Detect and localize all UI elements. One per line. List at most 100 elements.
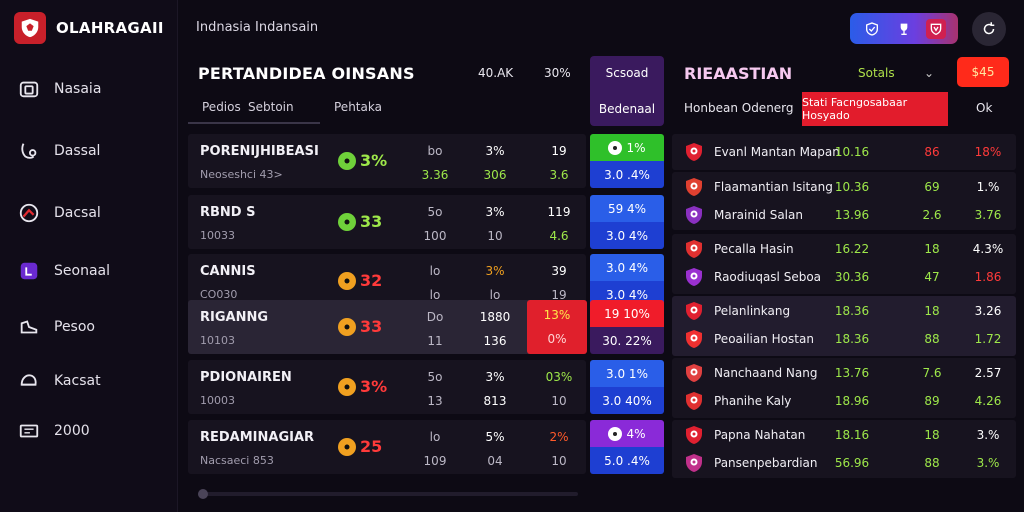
odds-cell[interactable]: 59 4% 3.0 4% (590, 195, 664, 249)
sidebar-item-5[interactable]: Pesoo (18, 312, 168, 342)
scrollbar-handle[interactable] (198, 489, 208, 499)
standings-ok-label[interactable]: Ok (976, 101, 993, 115)
team-crest-icon (684, 425, 704, 445)
odds-bottom: 3.0 .4% (590, 161, 664, 188)
match-stat: 10 (551, 454, 567, 468)
odds-top: 4% (590, 420, 664, 447)
highlight-bottom: 0% (547, 332, 567, 346)
team-crest-icon (684, 205, 704, 225)
match-row[interactable]: PORENIJHIBEASI Neoseshci 43> 3% bo 3% 19 3.36 3… (188, 134, 586, 188)
tab-sebtoin[interactable]: Sebtoin (248, 100, 294, 114)
team-crest-icon (684, 267, 704, 287)
team-stat: 16.22 (834, 242, 870, 256)
odds-bottom-value: 3.0 4% (606, 228, 648, 243)
team-stat: 1.72 (974, 332, 1002, 346)
match-stat: 04 (487, 454, 503, 468)
standings-row[interactable]: Flaamantian Isitang 10.36 69 1.% (672, 173, 1016, 201)
odds-cell[interactable]: 1% 3.0 .4% (590, 134, 664, 188)
standings-action-button[interactable]: $45 (957, 57, 1009, 87)
chevron-down-icon[interactable]: ⌄ (924, 66, 935, 80)
team-name: Pansenpebardian (714, 456, 818, 470)
standings-row[interactable]: Evanl Mantan Mapan 10.16 86 18% (672, 138, 1016, 166)
trophy-icon[interactable] (894, 19, 914, 39)
match-sub: 10103 (200, 334, 235, 347)
sidebar-item-4[interactable]: Seonaal (18, 256, 168, 286)
tab-pedios[interactable]: Pedios (202, 100, 241, 114)
team-stat: 18.96 (834, 394, 870, 408)
standings-row[interactable]: Raodiuqasl Seboa 30.36 47 1.86 (672, 263, 1016, 291)
odds-header: Scsoad Bedenaal (590, 56, 664, 126)
top-icon-group (850, 13, 958, 44)
sidebar-item-6[interactable]: Kacsat (18, 366, 168, 396)
team-stat: 13.96 (834, 208, 870, 222)
match-stat: 1880 (479, 310, 511, 324)
odds-cell[interactable]: 3.0 1% 3.0 40% (590, 360, 664, 414)
odds-cell[interactable]: 19 10% 30. 22% (590, 300, 664, 354)
tab-pehtaka[interactable]: Pehtaka (334, 100, 382, 114)
sidebar-item-2[interactable]: Dassal (18, 136, 168, 166)
page-subtitle: Indnasia Indansain (196, 20, 319, 35)
standings-red-tab[interactable]: Stati Facngosabaar Hosyado (802, 92, 948, 126)
standings-row[interactable]: Pansenpebardian 56.96 88 3.% (672, 449, 1016, 477)
team-stat: 1.% (976, 180, 1000, 194)
team-crest-icon (684, 239, 704, 259)
highlight-odds-cell[interactable]: 13% 0% (527, 300, 587, 354)
badge-icon (18, 260, 40, 282)
odds-header-label: Bedenaal (598, 102, 656, 116)
team-stat: 10.16 (834, 145, 870, 159)
match-stat: 5% (485, 430, 505, 444)
team-stat: 2.57 (974, 366, 1002, 380)
team-stat: 18 (924, 304, 940, 318)
team-stat: 86 (924, 145, 940, 159)
refresh-icon[interactable] (972, 12, 1006, 46)
match-stat: 136 (483, 334, 507, 348)
match-stat: 10 (551, 394, 567, 408)
crest-icon[interactable] (926, 18, 946, 39)
match-row[interactable]: RIGANNG 10103 33 Do 1880 11 136 (188, 300, 586, 354)
standings-row[interactable]: Peoailian Hostan 18.36 88 1.72 (672, 325, 1016, 353)
shield-check-icon[interactable] (862, 19, 882, 39)
horizontal-scrollbar[interactable] (198, 492, 578, 496)
match-name: PORENIJHIBEASI (200, 144, 319, 159)
match-stat: lo (429, 264, 441, 278)
match-stat: 306 (483, 168, 507, 182)
team-name: Evanl Mantan Mapan (714, 145, 840, 159)
standings-row[interactable]: Papna Nahatan 18.16 18 3.% (672, 421, 1016, 449)
standings-filter[interactable]: Sotals (858, 66, 895, 80)
team-stat: 18 (924, 242, 940, 256)
standings-row[interactable]: Phanihe Kaly 18.96 89 4.26 (672, 387, 1016, 415)
match-row[interactable]: CANNIS CO030 32 lo 3% 39 lo lo 19 (188, 254, 586, 308)
team-name: Phanihe Kaly (714, 394, 792, 408)
match-stat: 3% (485, 370, 505, 384)
match-stat: 109 (423, 454, 447, 468)
team-name: Papna Nahatan (714, 428, 806, 442)
standings-group: Evanl Mantan Mapan 10.16 86 18% (672, 134, 1016, 170)
match-row[interactable]: PDIONAIREN 10003 3% 5o 3% 03% 13 813 10 (188, 360, 586, 414)
sidebar-item-label: Pesoo (54, 319, 95, 335)
standings-group: Pelanlinkang 18.36 18 3.26 Peoailian Hostan 1… (672, 296, 1016, 356)
match-stat: lo (429, 288, 441, 302)
standings-row[interactable]: Marainid Salan 13.96 2.6 3.76 (672, 201, 1016, 229)
sidebar-item-label: Nasaia (54, 81, 102, 97)
status-dot-icon (338, 152, 356, 170)
match-stat: 813 (483, 394, 507, 408)
sidebar-item-3[interactable]: Dacsal (18, 198, 168, 228)
standings-row[interactable]: Pecalla Hasin 16.22 18 4.3% (672, 235, 1016, 263)
standings-row[interactable]: Pelanlinkang 18.36 18 3.26 (672, 297, 1016, 325)
team-crest-icon (684, 301, 704, 321)
team-stat: 1.86 (974, 270, 1002, 284)
odds-cell[interactable]: 4% 5.0 .4% (590, 420, 664, 474)
match-row[interactable]: RBND S 10033 33 5o 3% 119 100 10 4.6 (188, 195, 586, 249)
sidebar: OLAHRAGAII Nasaia Dassal Dacsal Seonaal … (0, 0, 178, 512)
standings-row[interactable]: Nanchaand Nang 13.76 7.6 2.57 (672, 359, 1016, 387)
team-stat: 88 (924, 332, 940, 346)
match-row[interactable]: REDAMINAGIAR Nacsaeci 853 25 lo 5% 2% 109 04 10 (188, 420, 586, 474)
match-score: 33 (360, 317, 383, 336)
odds-top: 59 4% (590, 195, 664, 222)
brand[interactable]: OLAHRAGAII (14, 12, 164, 44)
sidebar-item-1[interactable]: Nasaia (18, 74, 168, 104)
team-stat: 3.% (976, 456, 1000, 470)
odds-top: 3.0 4% (590, 254, 664, 281)
team-stat: 18% (974, 145, 1002, 159)
sidebar-item-7[interactable]: 2000 (18, 416, 168, 446)
